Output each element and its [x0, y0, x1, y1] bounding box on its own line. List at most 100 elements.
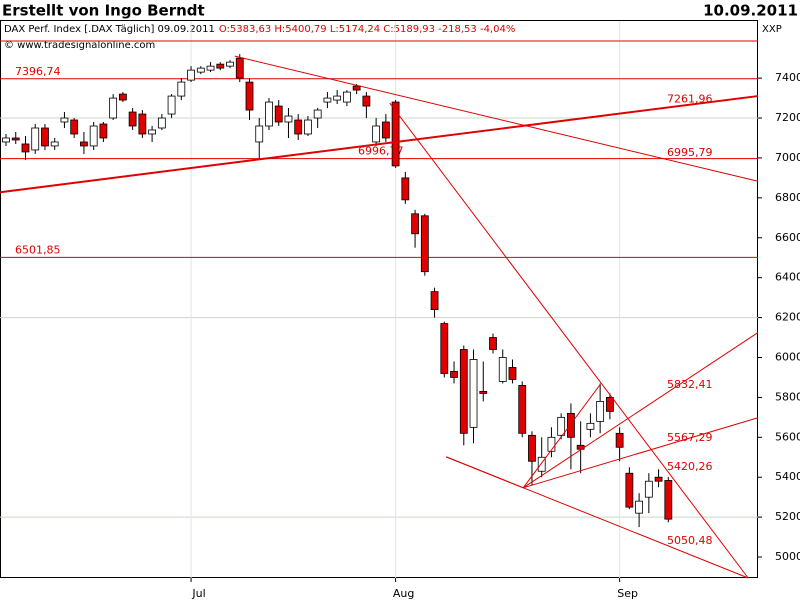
annotation: 7261,96 — [667, 93, 713, 106]
candle-body — [537, 456, 546, 472]
legend-quote: O:5383,63 H:5400,79 L:5174,24 C:5189,93 … — [219, 24, 516, 35]
candle-body — [333, 95, 342, 101]
header-bg — [0, 0, 800, 20]
candle-body — [50, 141, 59, 147]
trend-line — [446, 456, 524, 489]
candle-body — [411, 213, 419, 235]
candle-body — [372, 125, 381, 143]
axis-label: XXP — [762, 24, 782, 35]
candle-body — [498, 357, 507, 382]
y-tick-label: 5600 — [775, 430, 800, 443]
legend-name: DAX Perf. Index [.DAX Täglich] 09.09.201… — [4, 24, 215, 35]
candle-body — [479, 391, 488, 394]
candle-body — [420, 215, 429, 273]
y-tick-label: 6600 — [775, 231, 800, 244]
candle-body — [381, 121, 390, 139]
candle-body — [109, 97, 118, 119]
candle-body — [245, 81, 254, 111]
candle-body — [118, 93, 127, 101]
candle-body — [567, 412, 575, 438]
y-tick-label: 5200 — [775, 510, 800, 523]
header-title: Erstellt von Ingo Berndt — [2, 2, 205, 20]
candle-body — [391, 101, 400, 167]
candle-body — [138, 113, 147, 135]
y-tick-label: 5000 — [775, 550, 800, 563]
trend-line — [0, 95, 759, 194]
annotation: 6995,79 — [667, 146, 713, 159]
candle-body — [2, 137, 10, 143]
source: © www.tradesignalonline.com — [4, 40, 155, 51]
y-tick-label: 7400 — [775, 71, 800, 84]
candle-body — [11, 137, 20, 141]
y-tick-label: 5400 — [775, 470, 800, 483]
trend-line — [234, 55, 759, 182]
candle-body — [586, 422, 595, 430]
x-tick-label: Sep — [617, 587, 638, 600]
candle-body — [625, 472, 634, 508]
candle-body — [41, 127, 49, 147]
candle-body — [294, 119, 303, 135]
candle-body — [148, 129, 157, 135]
candle-body — [255, 125, 264, 143]
candle-body — [304, 119, 312, 135]
candle-body — [664, 480, 673, 520]
candle-body — [450, 371, 458, 378]
candle-body — [128, 111, 137, 127]
candle-body — [157, 117, 166, 129]
candle-body — [557, 416, 566, 436]
candle-body — [547, 436, 556, 452]
candle-body — [99, 123, 108, 139]
y-tick-label: 6000 — [775, 350, 800, 363]
candle-body — [196, 67, 205, 73]
x-tick-label: Aug — [393, 587, 414, 600]
candle-body — [89, 125, 98, 147]
candle-body — [605, 397, 614, 412]
candle-body — [313, 109, 322, 119]
candle-body — [342, 91, 351, 103]
candle-body — [167, 95, 176, 115]
trend-line — [522, 332, 759, 489]
candle-body — [177, 81, 186, 97]
legend: DAX Perf. Index [.DAX Täglich] 09.09.201… — [4, 24, 515, 35]
candle-body — [635, 500, 643, 514]
annotation: 5050,48 — [667, 534, 713, 547]
candle-body — [352, 85, 361, 91]
candle-body — [187, 69, 195, 81]
y-tick-label: 7000 — [775, 151, 800, 164]
candle-body — [216, 63, 225, 69]
candle-body — [226, 61, 234, 67]
trend-line — [523, 417, 759, 489]
x-tick-label: Jul — [191, 587, 205, 600]
candle-body — [274, 105, 283, 123]
candle-body — [654, 476, 663, 482]
candle-body — [401, 177, 410, 201]
candle-body — [440, 323, 449, 374]
candle-body — [206, 65, 215, 71]
trend-line — [389, 102, 749, 579]
candle-body — [70, 119, 79, 135]
y-tick-label: 7200 — [775, 111, 800, 124]
candle-body — [644, 480, 653, 498]
y-tick-label: 6400 — [775, 271, 800, 284]
candle-body — [235, 57, 244, 79]
y-tick-label: 5800 — [775, 390, 800, 403]
y-tick-label: 6200 — [775, 311, 800, 324]
candle-body — [459, 349, 468, 434]
candle-body — [323, 97, 332, 103]
candle-body — [430, 291, 439, 310]
candle-body — [80, 141, 88, 147]
candle-body — [60, 117, 69, 123]
header-date: 10.09.2011 — [703, 2, 798, 20]
candle-body — [615, 432, 624, 448]
candle-body — [31, 127, 40, 151]
candle-body — [284, 115, 293, 123]
candle-body — [596, 400, 605, 422]
candle-body — [362, 95, 371, 107]
horizontal-line-label: 6501,85 — [15, 243, 61, 256]
y-tick-label: 6800 — [775, 191, 800, 204]
annotation: 5567,29 — [667, 431, 713, 444]
annotation: 5832,41 — [667, 378, 713, 391]
candle-body — [469, 359, 478, 428]
